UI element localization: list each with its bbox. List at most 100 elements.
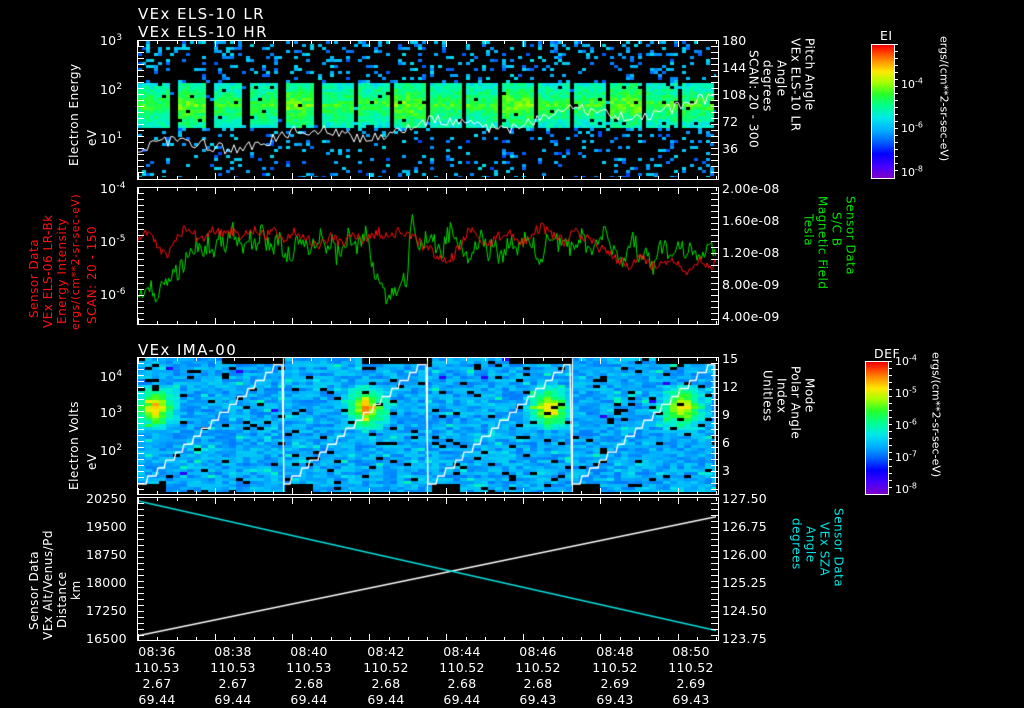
x-axis-ticks-top (138, 358, 718, 364)
x-axis-ticks-bottom (138, 488, 718, 494)
panel2-left-label-4: ergs/(cm**2-sr-sec-eV) (69, 193, 82, 330)
x-tick (311, 358, 313, 361)
x-tick (369, 318, 371, 324)
panel3-right-label-3: Index (774, 378, 789, 414)
x-tick (465, 321, 467, 324)
time-axis-cell: 2.68 (447, 676, 477, 691)
x-tick (407, 637, 409, 640)
x-tick (272, 491, 274, 494)
x-tick (427, 491, 429, 494)
x-tick (215, 173, 217, 179)
x-tick (696, 358, 698, 361)
x-tick (292, 358, 294, 364)
x-tick (369, 173, 371, 179)
x-tick (504, 41, 506, 44)
x-tick (484, 321, 486, 324)
panel3-colorbar-title: DEF (874, 346, 901, 361)
x-tick (504, 491, 506, 494)
x-tick (523, 488, 525, 494)
panel4-right-ytick-6: 123.75 (722, 631, 767, 646)
x-tick (407, 358, 409, 361)
x-tick (542, 321, 544, 324)
x-tick (639, 637, 641, 640)
x-tick (446, 634, 448, 640)
x-tick (581, 491, 583, 494)
x-tick (215, 188, 217, 194)
panel4-right-ticks (711, 497, 718, 639)
time-axis-row: F10.7 (sfu)69.4469.4469.4469.4469.4469.4… (0, 692, 740, 708)
x-tick (272, 188, 274, 191)
x-tick (542, 188, 544, 191)
x-axis-ticks-top (138, 41, 718, 47)
panel1-right-ytick-36: 36 (722, 141, 739, 156)
x-tick (349, 176, 351, 179)
time-axis-cell: 69.43 (672, 692, 710, 707)
x-tick (504, 358, 506, 361)
panel4-right-label-2: VEx SZA (817, 522, 832, 577)
x-tick (581, 41, 583, 44)
x-tick (523, 188, 525, 194)
x-tick (349, 491, 351, 494)
x-tick (272, 358, 274, 361)
x-tick (600, 488, 602, 494)
x-tick (639, 321, 641, 324)
x-tick (504, 637, 506, 640)
x-tick (658, 188, 660, 191)
panel1-left-ticks (137, 40, 144, 178)
panel2-right-ytick-4: 8.00e-09 (722, 277, 780, 292)
x-tick (292, 318, 294, 324)
panel2-left-ticks (137, 187, 144, 323)
panel3-right-label-1: Mode (802, 378, 817, 413)
panel3-ytick-3: 103 (100, 404, 123, 420)
panel1-right-label-3: Angle (774, 60, 789, 97)
x-tick (639, 41, 641, 44)
panel1-right-ticks (711, 40, 718, 178)
x-tick (484, 176, 486, 179)
x-tick (215, 498, 217, 504)
x-tick (176, 321, 178, 324)
panel2-right-ytick-1: 2.00e-08 (722, 181, 780, 196)
panel1-plot (137, 40, 719, 180)
x-tick (349, 637, 351, 640)
x-tick (504, 498, 506, 501)
x-tick (234, 498, 236, 501)
x-tick (215, 634, 217, 640)
panel1-colorbar-ticks (894, 44, 898, 177)
x-tick (619, 491, 621, 494)
panel3-right-ytick-9: 9 (722, 407, 731, 422)
panel3-right-ytick-6: 6 (722, 435, 731, 450)
x-tick (484, 358, 486, 361)
x-tick (542, 41, 544, 44)
time-axis-cell: 08:48 (596, 644, 634, 659)
x-tick (369, 358, 371, 364)
x-tick (677, 358, 679, 364)
x-tick (561, 637, 563, 640)
panel1-right-label-4: degrees (760, 60, 775, 112)
panel3-colorbar (865, 361, 889, 495)
x-tick (523, 173, 525, 179)
x-tick (369, 41, 371, 47)
panel1-right-label-5: SCAN: 20 - 300 (746, 50, 761, 149)
x-tick (272, 321, 274, 324)
panel4-right-ytick-4: 125.25 (722, 575, 767, 590)
x-tick (427, 188, 429, 191)
x-tick (561, 358, 563, 361)
x-tick (215, 488, 217, 494)
time-axis-cell: 69.44 (138, 692, 176, 707)
panel1-ytick-3: 103 (100, 32, 123, 48)
x-axis-ticks-top (138, 498, 718, 504)
x-tick (369, 634, 371, 640)
x-tick (658, 358, 660, 361)
x-tick (600, 188, 602, 194)
time-axis-cell: 2.68 (371, 676, 401, 691)
x-tick (446, 318, 448, 324)
time-axis-cell: 2.67 (142, 676, 172, 691)
x-axis-ticks-top (138, 188, 718, 194)
panel4-plot (137, 497, 719, 641)
panel3-right-ytick-15: 15 (722, 351, 739, 366)
time-axis-row: 2008/26708:3608:3808:4008:4208:4408:4608… (0, 644, 740, 660)
panel2-right-label-2: S/C B (829, 212, 844, 247)
x-tick (446, 488, 448, 494)
time-axis-cell: 110.52 (439, 660, 485, 675)
x-tick (349, 188, 351, 191)
